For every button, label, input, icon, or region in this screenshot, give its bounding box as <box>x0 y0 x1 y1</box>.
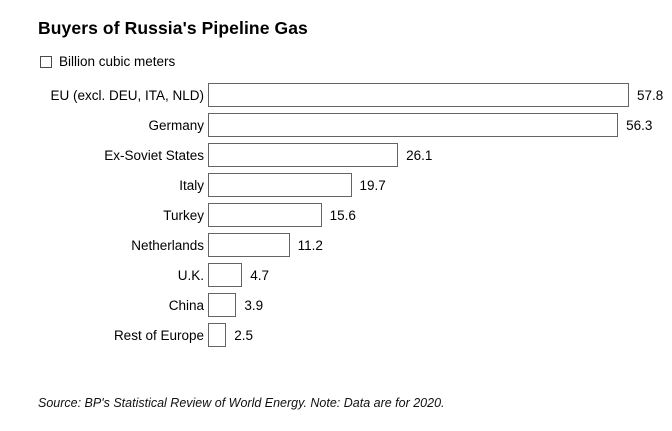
chart-row: Turkey 15.6 <box>0 200 672 230</box>
value-label: 11.2 <box>297 237 323 253</box>
value-label: 57.8 <box>637 87 664 103</box>
category-label: EU (excl. DEU, ITA, NLD) <box>50 87 204 103</box>
bar <box>208 293 237 317</box>
chart-title: Buyers of Russia's Pipeline Gas <box>38 18 308 38</box>
bar <box>208 263 243 287</box>
value-label: 2.5 <box>234 327 253 343</box>
bar <box>208 323 227 347</box>
category-label: Turkey <box>163 207 204 223</box>
category-label: Netherlands <box>131 237 204 253</box>
category-label: Italy <box>179 177 204 193</box>
value-label: 15.6 <box>329 207 356 223</box>
value-label: 26.1 <box>406 147 433 163</box>
bar <box>208 173 352 197</box>
chart-row: EU (excl. DEU, ITA, NLD) 57.8 <box>0 80 672 110</box>
bar <box>208 113 619 137</box>
bar-area: 4.7 <box>208 263 672 287</box>
bar-area: 2.5 <box>208 323 672 347</box>
value-label: 56.3 <box>626 117 653 133</box>
bar-area: 3.9 <box>208 293 672 317</box>
chart-row: U.K. 4.7 <box>0 260 672 290</box>
chart-row: Italy 19.7 <box>0 170 672 200</box>
bar-area: 56.3 <box>208 113 672 137</box>
value-label: 4.7 <box>250 267 269 283</box>
bar-chart: EU (excl. DEU, ITA, NLD) 57.8 Germany 56.3 E… <box>0 80 672 350</box>
category-label: Ex-Soviet States <box>104 147 204 163</box>
bar <box>208 233 290 257</box>
category-label: China <box>168 297 204 313</box>
legend-swatch-icon <box>40 55 52 68</box>
source-note: Source: BP's Statistical Review of World… <box>38 396 445 410</box>
chart-legend: Billion cubic meters <box>40 54 672 69</box>
bar-area: 57.8 <box>208 83 672 107</box>
chart-row: Ex-Soviet States 26.1 <box>0 140 672 170</box>
chart-row: Netherlands 11.2 <box>0 230 672 260</box>
bar <box>208 143 399 167</box>
category-label: Rest of Europe <box>113 327 204 343</box>
value-label: 3.9 <box>244 297 264 313</box>
value-label: 19.7 <box>359 177 386 193</box>
bar-area: 26.1 <box>208 143 672 167</box>
bar-area: 11.2 <box>208 233 672 257</box>
chart-row: Germany 56.3 <box>0 110 672 140</box>
legend-label: Billion cubic meters <box>59 54 176 69</box>
bar <box>208 83 629 107</box>
chart-row: Rest of Europe 2.5 <box>0 320 672 350</box>
chart-row: China 3.9 <box>0 290 672 320</box>
bar <box>208 203 322 227</box>
category-label: U.K. <box>177 267 204 283</box>
bar-area: 15.6 <box>208 203 672 227</box>
bar-area: 19.7 <box>208 173 672 197</box>
category-label: Germany <box>148 117 204 133</box>
